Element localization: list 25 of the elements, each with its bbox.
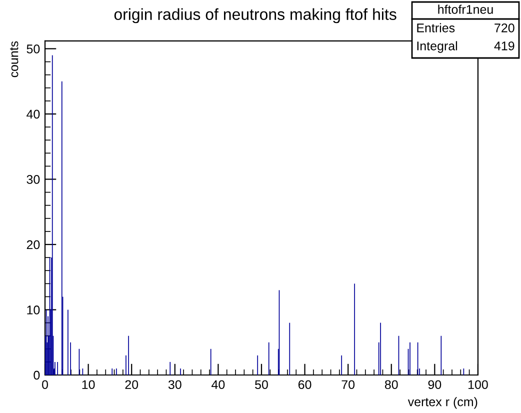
x-tick-label: 20 xyxy=(125,380,138,390)
x-tick-label: 100 xyxy=(468,380,488,390)
x-tick-label: 30 xyxy=(168,380,182,390)
text: 419 xyxy=(494,42,514,50)
x-tick-label: 80 xyxy=(384,380,398,390)
x-tick-label: 10 xyxy=(82,380,95,390)
annotation: Integral xyxy=(417,41,458,53)
x-tick-label: 0 xyxy=(42,380,48,390)
text: 720 xyxy=(494,24,514,32)
y-tick-label: 20 xyxy=(26,240,40,250)
x-axis-title: vertex r (cm) xyxy=(408,397,478,409)
x-tick-label: 50 xyxy=(255,380,268,390)
x-tick-label: 40 xyxy=(212,380,225,390)
x-tick-label: 60 xyxy=(298,380,312,390)
y-tick-label: 30 xyxy=(26,175,40,184)
y-tick-label: 50 xyxy=(26,44,40,54)
y-tick-label: 0 xyxy=(34,370,40,380)
text: hftofr1neu xyxy=(438,4,493,14)
text: Entries xyxy=(417,23,455,32)
y-tick-label: 10 xyxy=(27,306,40,314)
chart-title: origin radius of neutrons making ftof hits xyxy=(114,8,396,24)
x-tick-label: 90 xyxy=(428,380,442,390)
y-axis-title: counts xyxy=(10,41,18,78)
y-tick-label: 40 xyxy=(26,110,40,119)
x-tick-label: 70 xyxy=(342,380,355,390)
